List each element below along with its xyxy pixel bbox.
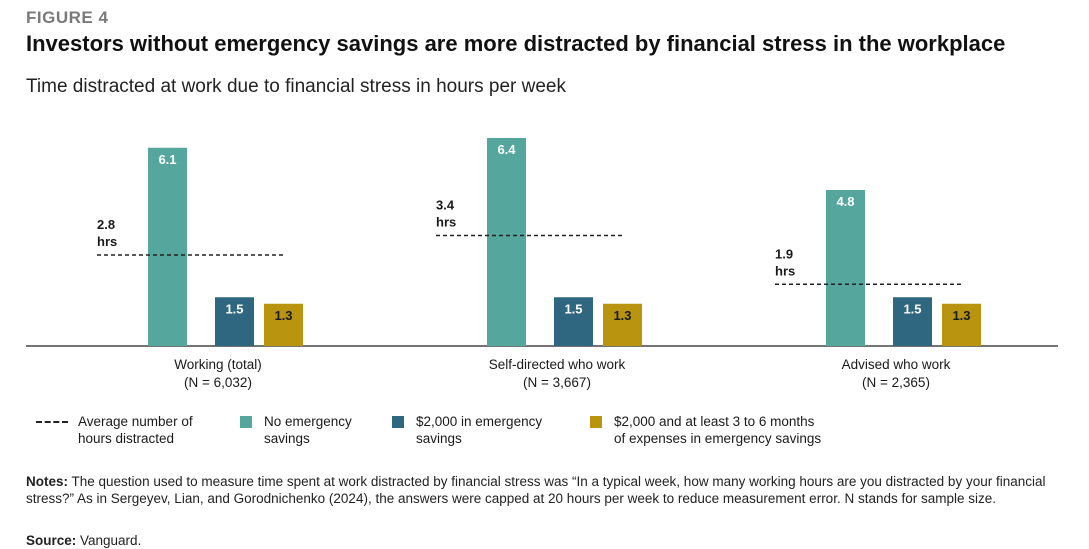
bar — [215, 297, 254, 346]
bar-value-label: 6.4 — [497, 142, 516, 157]
category-label: Advised who work — [842, 357, 951, 372]
bar — [603, 303, 642, 346]
notes: Notes: The question used to measure time… — [26, 474, 1076, 507]
legend-swatch-teal — [240, 416, 252, 428]
legend-item-two-thousand: $2,000 in emergency savings — [392, 413, 542, 447]
bar-value-label: 6.1 — [158, 152, 176, 167]
bar — [893, 297, 932, 346]
bar-value-label: 1.3 — [952, 308, 970, 323]
category-label: Self-directed who work — [489, 357, 626, 372]
category-sublabel: (N = 3,667) — [523, 375, 591, 390]
bar — [487, 138, 526, 346]
legend-dash-marker — [36, 421, 68, 423]
category-sublabel: (N = 2,365) — [862, 375, 930, 390]
legend-swatch-gold — [590, 416, 602, 428]
notes-label: Notes: — [26, 474, 69, 489]
bar-chart: 6.1 1.5 1.3 2.8 hrs Working (total) (N = 6,032… — [26, 138, 1058, 390]
average-unit-label: hrs — [436, 215, 456, 230]
figure-label: FIGURE 4 — [26, 8, 109, 27]
legend-label-two-thousand: $2,000 in emergency savings — [416, 414, 543, 446]
source-label: Source: — [26, 533, 77, 548]
bar-value-label: 1.5 — [564, 301, 582, 316]
notes-text: The question used to measure time spent … — [26, 474, 1046, 506]
average-value-label: 1.9 — [775, 246, 793, 261]
legend-label-months: $2,000 and at least 3 to 6 months of exp… — [614, 414, 822, 446]
chart-title: Investors without emergency savings are … — [26, 31, 1006, 56]
legend: Average number of hours distracted No em… — [0, 413, 1089, 453]
legend-item-average: Average number of hours distracted — [36, 413, 193, 447]
legend-label-no-savings: No emergency savings — [264, 414, 352, 446]
legend-item-months: $2,000 and at least 3 to 6 months of exp… — [590, 413, 821, 447]
average-unit-label: hrs — [97, 234, 117, 249]
source: Source: Vanguard. — [26, 533, 141, 548]
bar-value-label: 1.5 — [903, 301, 921, 316]
category-sublabel: (N = 6,032) — [184, 375, 252, 390]
bar-value-label: 4.8 — [836, 194, 854, 209]
legend-item-no-savings: No emergency savings — [240, 413, 352, 447]
bar — [826, 190, 865, 346]
bar-value-label: 1.3 — [274, 308, 292, 323]
average-value-label: 2.8 — [97, 217, 115, 232]
bar-value-label: 1.5 — [225, 301, 243, 316]
bar — [942, 303, 981, 346]
category-label: Working (total) — [174, 357, 262, 372]
source-text: Vanguard. — [76, 533, 142, 548]
chart-subtitle: Time distracted at work due to financial… — [26, 76, 566, 97]
bar — [148, 147, 187, 346]
legend-swatch-navy — [392, 416, 404, 428]
average-value-label: 3.4 — [436, 198, 455, 213]
legend-label-average: Average number of hours distracted — [78, 414, 193, 446]
bar — [264, 303, 303, 346]
average-unit-label: hrs — [775, 263, 795, 278]
bar-value-label: 1.3 — [613, 308, 631, 323]
bar — [554, 297, 593, 346]
